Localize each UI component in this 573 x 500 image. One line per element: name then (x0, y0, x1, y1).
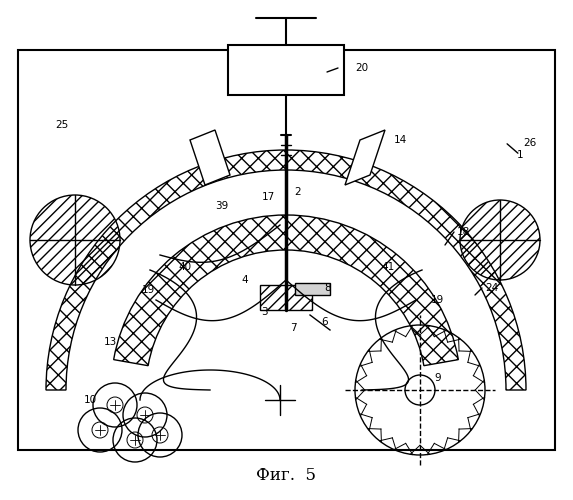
Text: 1: 1 (517, 150, 523, 160)
Text: Фиг.  5: Фиг. 5 (256, 466, 316, 483)
Text: 20: 20 (355, 63, 368, 73)
Text: 25: 25 (56, 120, 69, 130)
Wedge shape (46, 150, 526, 390)
Text: 8: 8 (325, 283, 331, 293)
Text: 18: 18 (456, 227, 470, 237)
Text: 13: 13 (103, 337, 117, 347)
Text: 9: 9 (435, 373, 441, 383)
Polygon shape (345, 130, 385, 185)
Text: 24: 24 (485, 283, 499, 293)
Text: 10: 10 (84, 395, 97, 405)
Text: 17: 17 (261, 192, 274, 202)
Text: 41: 41 (382, 262, 395, 272)
Text: 26: 26 (523, 138, 537, 148)
Text: 40: 40 (178, 262, 191, 272)
Bar (18, 50, 555, 450)
Text: 19: 19 (142, 285, 155, 295)
Text: 14: 14 (394, 135, 407, 145)
Text: 4: 4 (242, 275, 248, 285)
Bar (228, 45, 344, 95)
Bar (295, 283, 330, 295)
Text: 3: 3 (261, 307, 268, 317)
Polygon shape (190, 130, 230, 185)
Text: 2: 2 (295, 187, 301, 197)
Text: 39: 39 (215, 201, 229, 211)
Wedge shape (113, 215, 458, 366)
Text: 7: 7 (290, 323, 296, 333)
Bar (260, 285, 312, 310)
Text: 19: 19 (430, 295, 444, 305)
Text: 6: 6 (321, 317, 328, 327)
